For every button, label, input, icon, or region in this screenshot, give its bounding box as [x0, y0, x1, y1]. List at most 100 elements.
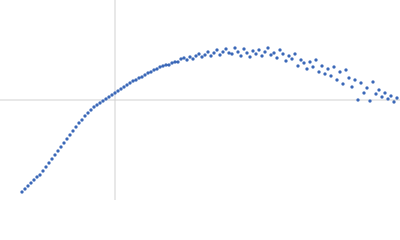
- point: [98, 101, 102, 105]
- point: [317, 70, 321, 74]
- point: [362, 91, 366, 95]
- point: [161, 64, 165, 68]
- point: [26, 184, 30, 188]
- point: [386, 97, 390, 101]
- point: [116, 89, 120, 93]
- point: [164, 63, 168, 67]
- point: [65, 137, 69, 141]
- point: [140, 75, 144, 79]
- point: [188, 55, 192, 59]
- point: [353, 78, 357, 82]
- point: [239, 54, 243, 58]
- point: [194, 54, 198, 58]
- point: [377, 88, 381, 92]
- point: [74, 125, 78, 129]
- point: [266, 46, 270, 50]
- point: [158, 65, 162, 69]
- point: [209, 54, 213, 58]
- point: [221, 50, 225, 54]
- point: [41, 169, 45, 173]
- point: [23, 187, 27, 191]
- point: [326, 67, 330, 71]
- point: [278, 48, 282, 52]
- point: [176, 60, 180, 64]
- point: [32, 178, 36, 182]
- point: [329, 74, 333, 78]
- point: [212, 51, 216, 55]
- point: [134, 78, 138, 82]
- point: [179, 57, 183, 61]
- point: [167, 63, 171, 67]
- point: [155, 67, 159, 71]
- point: [251, 49, 255, 53]
- point: [92, 105, 96, 109]
- point: [80, 118, 84, 122]
- point: [107, 95, 111, 99]
- chart: [0, 0, 400, 200]
- point: [344, 68, 348, 72]
- point: [311, 65, 315, 69]
- point: [68, 133, 72, 137]
- point: [356, 98, 360, 102]
- point: [131, 79, 135, 83]
- point: [284, 59, 288, 63]
- point: [260, 54, 264, 58]
- point: [227, 51, 231, 55]
- point: [368, 99, 372, 103]
- point: [341, 82, 345, 86]
- point: [38, 173, 42, 177]
- point: [149, 70, 153, 74]
- point: [335, 78, 339, 82]
- point: [305, 67, 309, 71]
- point: [365, 86, 369, 90]
- point: [392, 100, 396, 104]
- point: [104, 97, 108, 101]
- point: [200, 55, 204, 59]
- point: [50, 157, 54, 161]
- point: [173, 60, 177, 64]
- point: [380, 95, 384, 99]
- point: [287, 54, 291, 58]
- point: [272, 51, 276, 55]
- point: [218, 53, 222, 57]
- point: [53, 153, 57, 157]
- point: [59, 145, 63, 149]
- point: [47, 161, 51, 165]
- point: [374, 92, 378, 96]
- point: [71, 129, 75, 133]
- point: [290, 57, 294, 61]
- point: [233, 46, 237, 50]
- point: [236, 50, 240, 54]
- point: [269, 53, 273, 57]
- point: [338, 70, 342, 74]
- point: [20, 190, 24, 194]
- point: [395, 96, 399, 100]
- point: [314, 58, 318, 62]
- point: [242, 47, 246, 51]
- point: [245, 51, 249, 55]
- point: [119, 87, 123, 91]
- point: [299, 58, 303, 62]
- point: [320, 64, 324, 68]
- point: [248, 55, 252, 59]
- point: [302, 61, 306, 65]
- point: [137, 76, 141, 80]
- point: [191, 57, 195, 61]
- point: [125, 83, 129, 87]
- point: [113, 91, 117, 95]
- point: [143, 73, 147, 77]
- point: [56, 149, 60, 153]
- point: [347, 76, 351, 80]
- point: [35, 175, 39, 179]
- point: [332, 65, 336, 69]
- point: [371, 80, 375, 84]
- point: [101, 99, 105, 103]
- point: [203, 53, 207, 57]
- point: [389, 94, 393, 98]
- point: [308, 60, 312, 64]
- point: [224, 47, 228, 51]
- point: [215, 48, 219, 52]
- point: [350, 85, 354, 89]
- point: [89, 108, 93, 112]
- point: [83, 114, 87, 118]
